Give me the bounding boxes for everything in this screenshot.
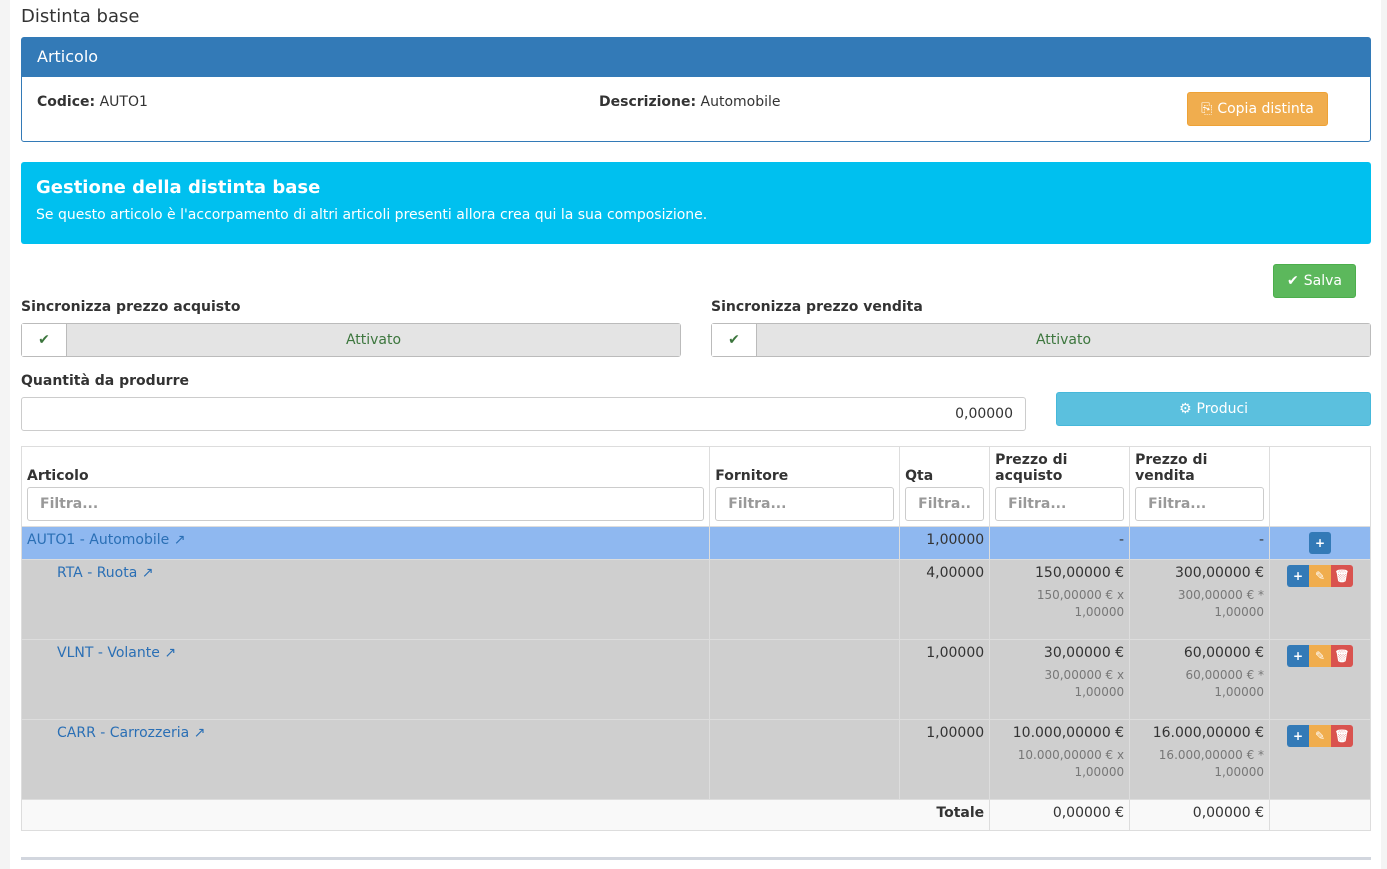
add-button[interactable]: +	[1287, 645, 1310, 667]
table-row: VLNT - Volante ↗ 1,00000 30,00000 €30,00…	[20, 639, 1371, 720]
callout-title: Gestione della distinta base	[36, 177, 321, 198]
table-total-row: Totale 0,00000 € 0,00000 €	[20, 799, 1371, 831]
quantita-input[interactable]: 0,00000	[21, 397, 1026, 431]
descrizione-field: Descrizione: Automobile	[599, 94, 781, 110]
sync-acquisto-toggle[interactable]: ✔ Attivato	[21, 323, 681, 357]
gear-icon: ⚙	[1178, 401, 1192, 417]
check-icon: ✔	[22, 324, 67, 356]
distinta-table: Articolo Filtra... Fornitore Filtra... Qta…	[20, 446, 1371, 831]
callout-text: Se questo articolo è l'accorpamento di a…	[36, 207, 708, 223]
header-fornitore: Fornitore Filtra...	[709, 446, 901, 527]
descrizione-value: Automobile	[700, 94, 781, 110]
articolo-link[interactable]: VLNT - Volante ↗	[57, 645, 177, 661]
copia-distinta-button[interactable]: ⎘ Copia distinta	[1187, 92, 1328, 126]
check-icon: ✔	[712, 324, 757, 356]
header-actions	[1269, 446, 1371, 527]
filter-qta-input[interactable]: Filtra..	[905, 487, 985, 521]
header-acquisto: Prezzo di acquisto Filtra...	[989, 446, 1131, 527]
salva-button[interactable]: ✔ Salva	[1273, 264, 1356, 298]
delete-button[interactable]: 🗑	[1331, 565, 1354, 587]
articolo-link[interactable]: AUTO1 - Automobile ↗	[27, 532, 186, 548]
articolo-panel: Articolo Codice: AUTO1 Descrizione: Auto…	[21, 37, 1371, 142]
filter-vendita-input[interactable]: Filtra...	[1135, 487, 1265, 521]
header-vendita: Prezzo di vendita Filtra...	[1129, 446, 1271, 527]
table-header-row: Articolo Filtra... Fornitore Filtra... Qta…	[20, 446, 1371, 527]
articolo-link[interactable]: RTA - Ruota ↗	[57, 565, 154, 581]
info-callout: Gestione della distinta base Se questo a…	[21, 162, 1371, 244]
table-row: RTA - Ruota ↗ 4,00000 150,00000 €150,000…	[20, 559, 1371, 640]
articolo-link[interactable]: CARR - Carrozzeria ↗	[57, 725, 206, 741]
filter-fornitore-input[interactable]: Filtra...	[715, 487, 895, 521]
codice-value: AUTO1	[99, 94, 148, 110]
quantita-label: Quantità da produrre	[21, 373, 189, 389]
filter-acquisto-input[interactable]: Filtra...	[995, 487, 1125, 521]
filter-articolo-input[interactable]: Filtra...	[27, 487, 705, 521]
header-articolo: Articolo Filtra...	[20, 446, 711, 527]
codice-field: Codice: AUTO1	[37, 94, 148, 110]
edit-button[interactable]: ✎	[1309, 565, 1332, 587]
page-title: Distinta base	[21, 6, 140, 27]
external-link-icon: ↗	[173, 532, 186, 548]
sync-vendita-label: Sincronizza prezzo vendita	[711, 299, 923, 315]
articolo-panel-header: Articolo	[22, 38, 1370, 77]
external-link-icon: ↗	[164, 645, 177, 661]
external-link-icon: ↗	[193, 725, 206, 741]
copy-icon: ⎘	[1201, 101, 1213, 117]
produci-button[interactable]: ⚙ Produci	[1056, 392, 1371, 426]
add-button[interactable]: +	[1287, 725, 1310, 747]
edit-button[interactable]: ✎	[1309, 725, 1332, 747]
sync-acquisto-label: Sincronizza prezzo acquisto	[21, 299, 241, 315]
delete-button[interactable]: 🗑	[1331, 725, 1354, 747]
edit-button[interactable]: ✎	[1309, 645, 1332, 667]
divider	[21, 857, 1371, 860]
add-button[interactable]: +	[1309, 532, 1332, 554]
table-row: CARR - Carrozzeria ↗ 1,00000 10.000,0000…	[20, 719, 1371, 800]
external-link-icon: ↗	[141, 565, 154, 581]
check-icon: ✔	[1287, 273, 1299, 289]
table-row-root: AUTO1 - Automobile ↗ 1,00000 - - +	[20, 526, 1371, 560]
header-qta: Qta Filtra..	[899, 446, 991, 527]
add-button[interactable]: +	[1287, 565, 1310, 587]
delete-button[interactable]: 🗑	[1331, 645, 1354, 667]
sync-vendita-toggle[interactable]: ✔ Attivato	[711, 323, 1371, 357]
